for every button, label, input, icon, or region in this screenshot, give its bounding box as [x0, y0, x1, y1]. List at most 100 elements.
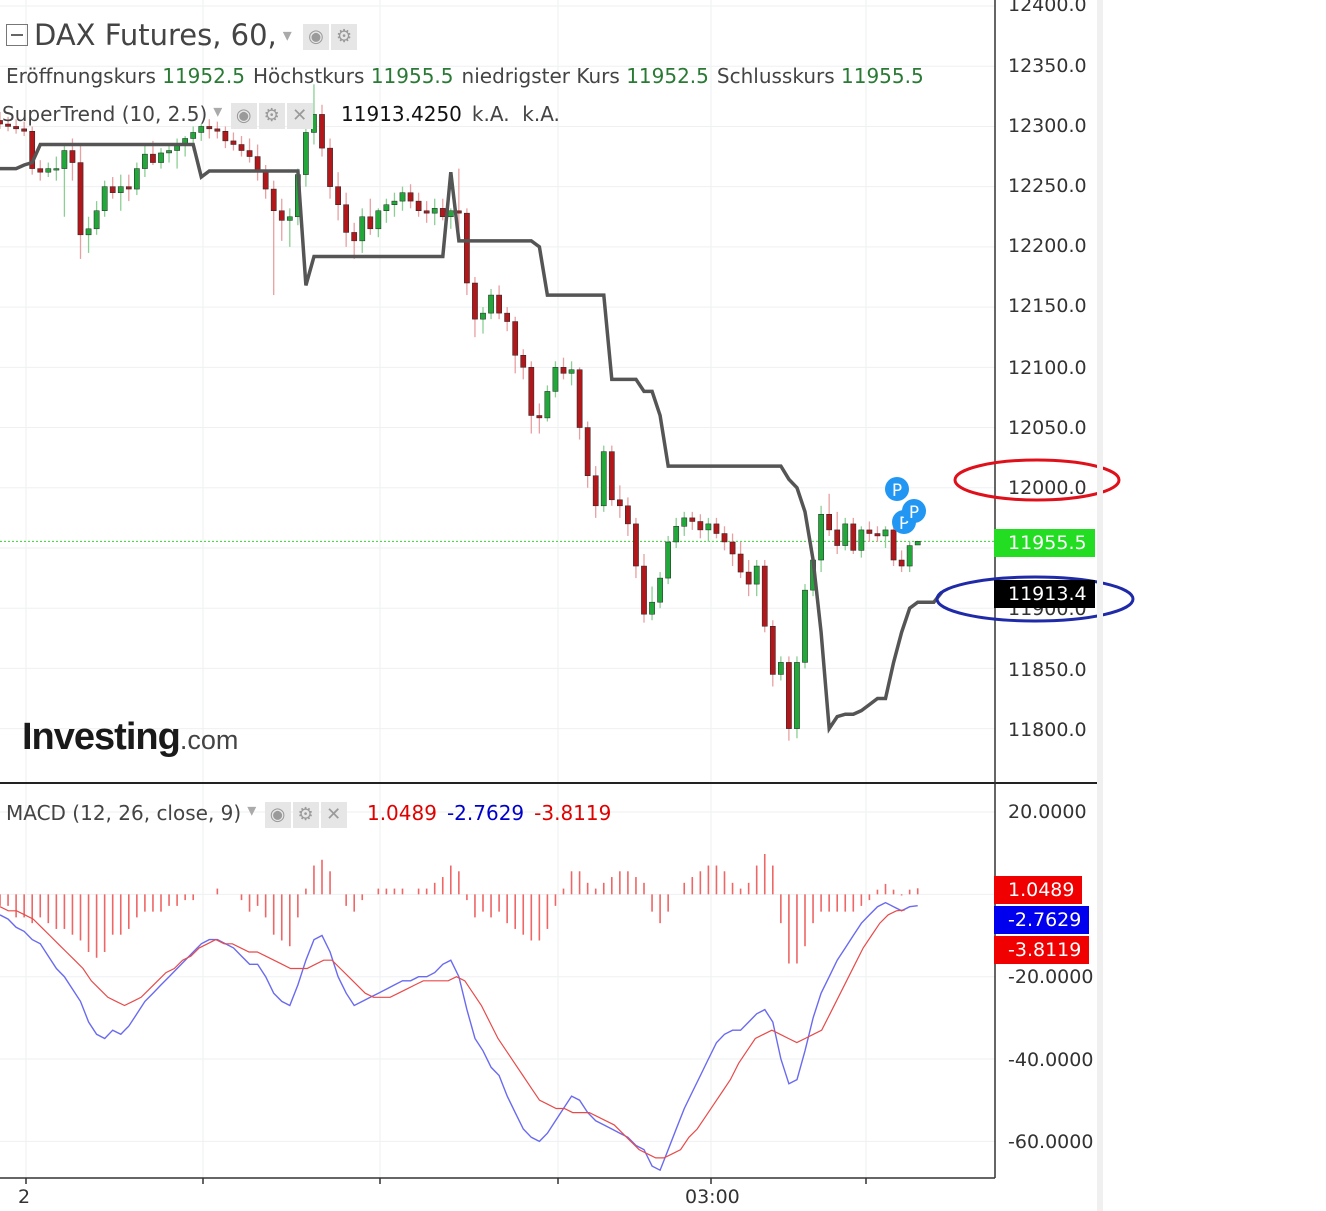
- candle-body: [464, 212, 470, 284]
- blue-ellipse-annotation: [935, 575, 1135, 623]
- svg-text:P: P: [909, 503, 919, 523]
- candle-body: [842, 523, 849, 546]
- candle-body: [818, 514, 824, 561]
- svg-text:P: P: [892, 481, 902, 501]
- macd-tick: -20.0000: [1008, 966, 1094, 988]
- macd-grid: [0, 811, 995, 1142]
- candle-body: [319, 114, 325, 149]
- candle-body: [61, 150, 68, 169]
- candle-body: [834, 529, 841, 546]
- chevron-down-icon[interactable]: ▾: [247, 800, 257, 821]
- ohlc-row: Eröffnungskurs 11952.5 Höchstkurs 11955.5…: [6, 64, 932, 88]
- logo-domain: .com: [179, 725, 239, 755]
- eye-icon[interactable]: ◉: [230, 102, 257, 129]
- candle-body: [101, 186, 108, 211]
- candle-body: [37, 168, 44, 173]
- candle-body: [617, 499, 623, 507]
- candle-body: [150, 153, 156, 163]
- candle-body: [584, 427, 591, 476]
- candle-body: [359, 216, 366, 242]
- candle-body: [488, 294, 494, 314]
- candle-body: [592, 475, 599, 507]
- close-value: 11955.5: [841, 64, 924, 88]
- candle-body: [13, 126, 19, 130]
- candle-body: [608, 451, 615, 501]
- gear-icon[interactable]: ⚙: [258, 102, 285, 129]
- supertrend-legend: SuperTrend (10, 2.5) ▾ ◉ ⚙ ✕ 11913.4250 k.A.…: [2, 101, 560, 129]
- macd-label: MACD (12, 26, close, 9): [6, 801, 242, 825]
- candle-body: [472, 282, 478, 320]
- collapse-box-icon[interactable]: [6, 24, 28, 46]
- price-tick: 12050.0: [1008, 417, 1087, 439]
- supertrend-line: [0, 142, 944, 734]
- close-icon[interactable]: ✕: [320, 801, 347, 828]
- investing-logo: Investing.com: [22, 716, 238, 759]
- price-tick: 11800.0: [1008, 719, 1087, 741]
- candle-body: [544, 391, 551, 419]
- candle-body: [600, 451, 607, 507]
- candle-body: [230, 140, 237, 145]
- candle-body: [343, 204, 349, 233]
- candle-body: [504, 312, 510, 322]
- price-tick: 12400.0: [1008, 0, 1087, 16]
- x-tick-label: 2: [18, 1186, 31, 1208]
- high-value: 11955.5: [370, 64, 454, 88]
- candle-body: [528, 367, 535, 416]
- gear-icon[interactable]: ⚙: [292, 801, 319, 828]
- candle-body: [794, 662, 800, 729]
- candle-body: [391, 200, 398, 205]
- candle-body: [552, 367, 559, 392]
- candle-body: [874, 533, 881, 537]
- candle-body: [665, 541, 671, 579]
- supertrend-na-1: k.A.: [471, 102, 510, 126]
- macd-signal-value: -3.8119: [534, 801, 612, 825]
- candle-body: [890, 529, 897, 561]
- candle-body: [745, 571, 752, 585]
- candle-body: [786, 662, 792, 729]
- candle-body: [5, 123, 11, 127]
- candle-body: [520, 355, 527, 368]
- title-row: DAX Futures, 60, ▾ ◉ ⚙: [6, 18, 358, 52]
- chevron-down-icon[interactable]: ▾: [282, 25, 292, 46]
- candle-body: [270, 188, 277, 211]
- candle-body: [286, 216, 293, 221]
- eye-icon[interactable]: ◉: [264, 801, 291, 828]
- close-icon[interactable]: ✕: [286, 102, 313, 129]
- low-value: 11952.5: [626, 64, 709, 88]
- candle-body: [238, 144, 245, 151]
- candle-body: [351, 232, 358, 242]
- candle-body: [914, 541, 921, 546]
- candle-body: [109, 186, 116, 193]
- high-label: Höchstkurs: [252, 64, 365, 88]
- candle-body: [568, 369, 575, 374]
- price-tick: 12150.0: [1008, 295, 1087, 317]
- candle-body: [206, 126, 213, 130]
- x-tick-label: 03:00: [685, 1186, 740, 1208]
- candle-body: [697, 521, 704, 531]
- candle-body: [778, 662, 784, 675]
- candle-body: [713, 523, 720, 534]
- candle-body: [826, 514, 832, 531]
- candle-body: [858, 529, 865, 551]
- chevron-down-icon[interactable]: ▾: [213, 101, 223, 122]
- open-value: 11952.5: [162, 64, 245, 88]
- candle-body: [898, 559, 905, 567]
- supertrend-price-tag: 11913.4: [994, 580, 1095, 608]
- candle-body: [303, 132, 309, 175]
- candle-body: [407, 192, 414, 202]
- candle-body: [906, 545, 913, 567]
- candle-body: [737, 553, 744, 573]
- candle-body: [367, 216, 374, 230]
- last-price-tag: 11955.5: [994, 529, 1095, 557]
- symbol-title: DAX Futures, 60,: [34, 18, 277, 52]
- candle-body: [423, 210, 430, 214]
- candle-body: [117, 186, 124, 193]
- gear-icon[interactable]: ⚙: [331, 24, 358, 50]
- candle-body: [134, 168, 140, 190]
- candle-body: [53, 168, 60, 171]
- candle-body: [439, 208, 446, 218]
- eye-icon[interactable]: ◉: [303, 24, 330, 50]
- logo-name: Investing: [22, 716, 181, 758]
- candle-body: [415, 200, 422, 211]
